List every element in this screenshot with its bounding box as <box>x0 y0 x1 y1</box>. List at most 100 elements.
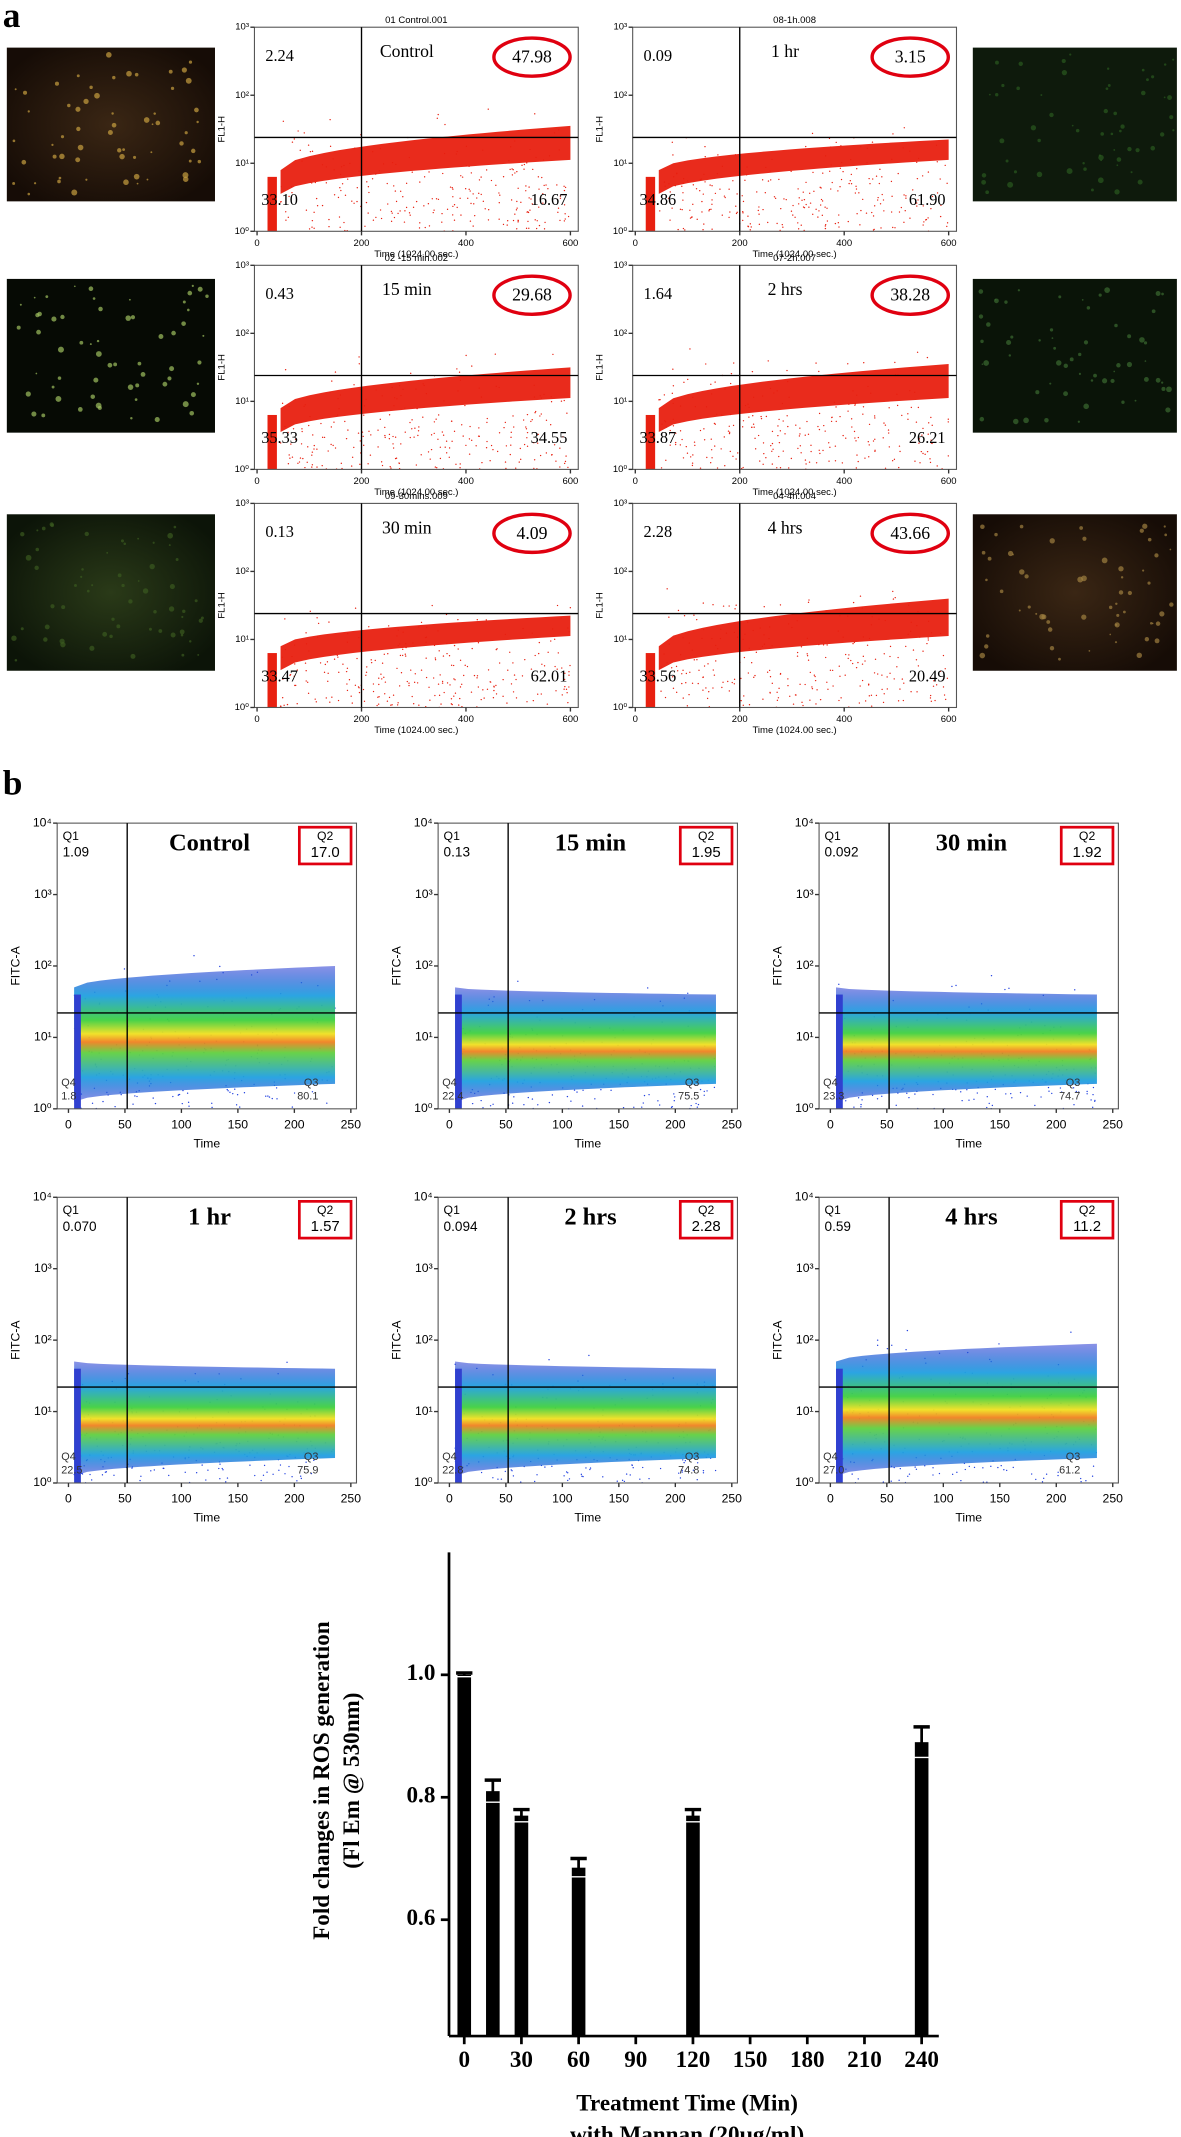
event-dot <box>136 1095 138 1098</box>
x-tick-label: 200 <box>354 476 370 487</box>
event-dot <box>163 1467 165 1470</box>
cell-speckle <box>14 659 18 662</box>
event-dot <box>837 190 839 192</box>
cell-speckle <box>130 653 136 659</box>
event-dot <box>804 434 806 436</box>
event-dot <box>469 425 471 428</box>
cell-speckle <box>1169 602 1174 607</box>
event-dot <box>916 351 919 353</box>
event-dot <box>411 428 413 430</box>
event-dot <box>363 700 366 702</box>
cell-speckle <box>123 542 127 545</box>
cell-speckle <box>1100 159 1102 162</box>
quadrant-value: 80.1 <box>297 1090 318 1102</box>
event-dot <box>460 214 462 216</box>
event-dot <box>898 211 901 213</box>
event-dot <box>514 213 516 215</box>
event-dot <box>824 430 826 432</box>
event-dot <box>862 413 864 415</box>
event-dot <box>659 398 661 401</box>
event-dot <box>876 1339 879 1341</box>
event-dot <box>602 1476 604 1478</box>
cell-speckle <box>1115 602 1118 605</box>
event-dot <box>767 180 770 182</box>
cell-speckle <box>170 86 175 90</box>
event-dot <box>565 455 567 457</box>
event-dot <box>804 459 807 461</box>
event-dot <box>365 671 368 673</box>
micrograph <box>972 514 1177 671</box>
event-dot <box>262 1474 265 1476</box>
event-dot <box>89 1473 91 1476</box>
event-dot <box>350 695 352 697</box>
highlight-circle <box>870 36 951 78</box>
event-dot <box>351 200 353 202</box>
cell-speckle <box>1134 399 1137 402</box>
event-dot <box>737 452 739 454</box>
event-dot <box>195 1472 198 1474</box>
event-dot <box>515 697 518 699</box>
event-dot <box>1074 989 1076 991</box>
flow-plot: 0 50 100 150 200 25010⁰10¹10²10³10⁴TimeFITC-A… <box>390 815 743 1150</box>
event-dot <box>413 703 415 705</box>
event-dot <box>728 188 730 190</box>
event-strip <box>74 994 81 1109</box>
event-dot <box>807 433 810 435</box>
event-dot <box>439 446 442 448</box>
event-dot <box>101 1474 104 1476</box>
event-dot <box>682 192 684 194</box>
event-dot <box>702 1472 705 1474</box>
event-dot <box>492 1103 494 1105</box>
event-dot <box>405 182 408 185</box>
event-dot <box>376 704 378 707</box>
cell-speckle <box>188 159 192 163</box>
event-dot <box>321 436 324 439</box>
event-dot <box>337 656 339 658</box>
event-dot <box>480 1471 483 1474</box>
event-dot <box>437 438 439 440</box>
event-dot <box>909 217 911 219</box>
event-dot <box>475 445 477 447</box>
flow-plot: 0 50 100 150 200 25010⁰10¹10²10³10⁴TimeFITC-A… <box>9 1190 362 1525</box>
event-dot <box>387 625 390 627</box>
event-dot <box>685 672 688 675</box>
y-tick-label: 10² <box>613 566 627 577</box>
event-dot <box>464 404 466 407</box>
event-dot <box>808 206 810 208</box>
bar <box>486 1791 500 2037</box>
event-dot <box>907 418 909 421</box>
y-tick-label: 10² <box>796 1332 814 1346</box>
event-dot <box>432 211 434 214</box>
quadrant-name: Q4 <box>823 1077 838 1089</box>
cell-speckle <box>1166 386 1172 393</box>
event-dot <box>675 665 678 668</box>
quadrant-value: 34.86 <box>639 190 676 209</box>
event-dot <box>188 1105 190 1107</box>
event-dot <box>923 221 925 223</box>
event-dot <box>672 687 675 689</box>
event-dot <box>487 669 490 671</box>
flow-plot: 0 50 100 150 200 25010⁰10¹10²10³10⁴TimeFITC-A… <box>9 815 362 1150</box>
cell-speckle <box>988 93 991 96</box>
cell-speckle <box>1047 627 1053 632</box>
event-dot <box>710 449 713 451</box>
event-dot <box>811 686 813 688</box>
event-dot <box>260 1479 262 1482</box>
cell-speckle <box>1141 68 1145 72</box>
highlight-circle <box>870 274 951 316</box>
event-dot <box>394 457 397 460</box>
event-dot <box>922 224 924 226</box>
event-dot <box>946 182 948 184</box>
event-dot <box>851 426 853 428</box>
x-axis-label: Time <box>193 1511 220 1525</box>
cell-speckle <box>1137 179 1143 185</box>
event-dot <box>390 220 393 223</box>
event-dot <box>930 439 932 441</box>
event-dot <box>766 671 769 673</box>
quadrant-value: 35.33 <box>261 428 298 447</box>
event-dot <box>696 218 698 221</box>
event-dot <box>681 673 683 675</box>
event-dot <box>917 665 920 667</box>
event-dot <box>415 200 418 203</box>
event-dot <box>1003 1469 1005 1471</box>
